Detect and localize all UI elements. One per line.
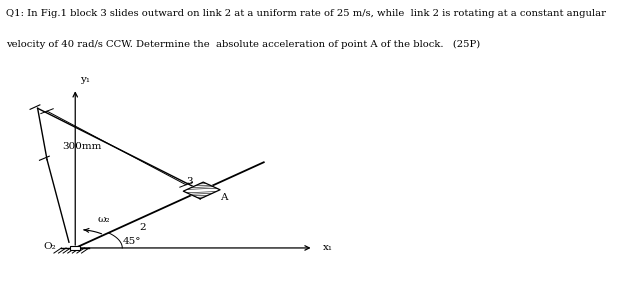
Text: 45°: 45° [122, 237, 141, 246]
Polygon shape [183, 182, 220, 199]
Text: 300mm: 300mm [62, 142, 102, 151]
Bar [70, 246, 80, 250]
Text: velocity of 40 rad/s CCW. Determine the  absolute acceleration of point A of the: velocity of 40 rad/s CCW. Determine the … [6, 40, 480, 49]
Text: Q1: In Fig.1 block 3 slides outward on link 2 at a uniform rate of 25 m/s, while: Q1: In Fig.1 block 3 slides outward on l… [6, 9, 606, 18]
Text: A: A [220, 193, 228, 202]
Text: 3: 3 [186, 178, 192, 186]
Text: y₁: y₁ [80, 75, 90, 84]
Text: O₂: O₂ [44, 242, 56, 251]
Text: 2: 2 [139, 223, 146, 232]
Text: ω₂: ω₂ [97, 215, 110, 224]
Text: x₁: x₁ [323, 243, 333, 253]
